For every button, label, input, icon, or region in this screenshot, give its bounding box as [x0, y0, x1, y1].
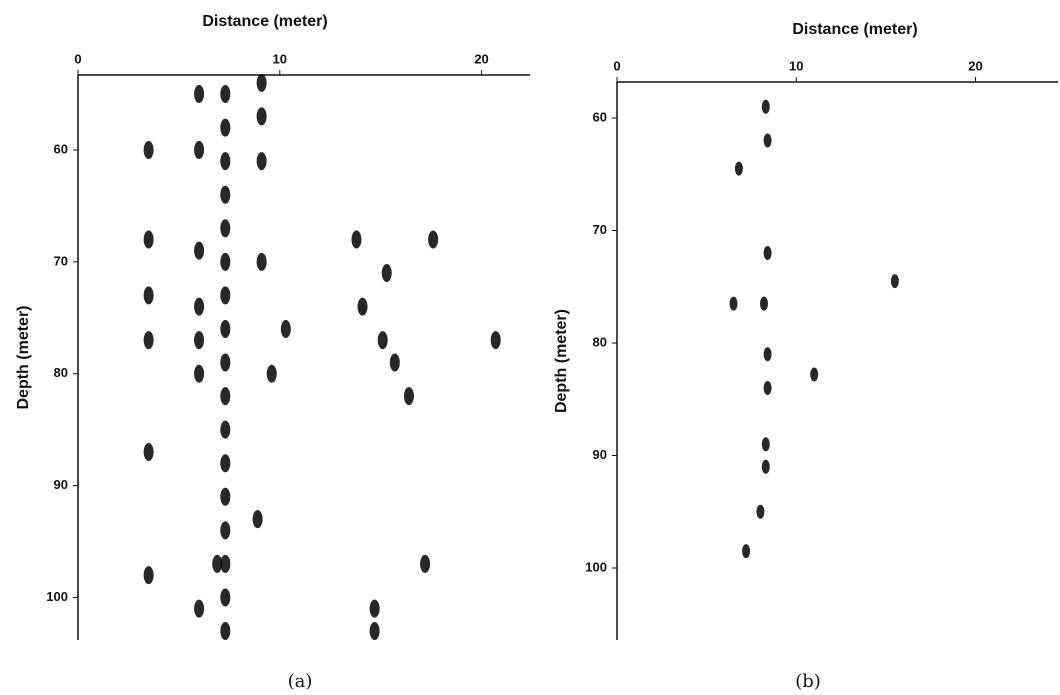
reflection-blob — [194, 297, 205, 316]
reflection-blob — [490, 331, 501, 350]
reflection-blob — [266, 364, 277, 383]
reflection-blob — [280, 319, 291, 338]
reflection-blob — [220, 487, 231, 506]
x-tick-label: 0 — [74, 51, 81, 66]
reflection-blob — [194, 331, 205, 350]
reflection-blob — [143, 566, 154, 585]
reflection-blob — [760, 296, 768, 311]
reflection-blob — [381, 264, 392, 283]
reflection-blob — [220, 387, 231, 406]
reflection-blob — [403, 387, 414, 406]
reflection-blob — [729, 296, 738, 311]
y-tick-label: 60 — [54, 141, 68, 156]
reflection-blob — [220, 554, 231, 573]
y-axis-title: Depth (meter) — [553, 309, 570, 413]
reflection-blob — [377, 331, 388, 350]
reflection-blob — [761, 459, 770, 474]
reflection-blob — [220, 353, 231, 372]
reflection-blob — [143, 140, 154, 159]
reflection-blob — [220, 420, 231, 439]
y-tick-label: 80 — [54, 365, 68, 380]
caption: (b) — [795, 671, 821, 692]
reflection-blob — [220, 588, 231, 607]
reflection-blob — [143, 286, 154, 305]
x-tick-label: 10 — [273, 51, 287, 66]
y-tick-label: 90 — [54, 477, 68, 492]
x-tick-label: 10 — [789, 58, 803, 73]
reflection-blob — [761, 437, 770, 452]
reflection-blob — [890, 274, 899, 289]
y-tick-label: 70 — [54, 253, 68, 268]
reflection-blob — [220, 118, 231, 137]
reflection-blob — [220, 219, 231, 238]
reflection-blob — [756, 504, 765, 519]
reflection-blob — [810, 367, 819, 382]
reflection-blob — [256, 152, 267, 171]
reflection-blob — [143, 443, 154, 462]
reflection-blob — [194, 241, 205, 260]
reflection-blob — [194, 85, 205, 104]
x-axis-title: Distance (meter) — [202, 13, 327, 30]
reflection-blob — [761, 99, 770, 114]
reflection-blob — [763, 133, 772, 148]
y-axis-title: Depth (meter) — [15, 305, 32, 409]
reflection-blob — [220, 252, 231, 271]
reflection-blob — [220, 319, 231, 338]
reflection-blob — [256, 252, 267, 271]
x-tick-label: 20 — [474, 51, 488, 66]
reflection-blob — [220, 521, 231, 540]
y-tick-label: 60 — [593, 109, 607, 124]
x-axis-title: Distance (meter) — [792, 21, 917, 38]
y-tick-label: 70 — [593, 222, 607, 237]
reflection-blob — [212, 554, 223, 573]
reflection-blob — [357, 297, 368, 316]
reflection-blob — [220, 85, 231, 104]
reflection-blob — [194, 364, 205, 383]
reflection-blob — [428, 230, 439, 249]
reflection-blob — [256, 73, 267, 92]
reflection-blob — [763, 381, 772, 395]
reflection-blob — [220, 152, 231, 171]
reflection-blob — [143, 331, 154, 350]
reflection-blob — [734, 161, 743, 176]
reflection-blob — [389, 353, 400, 372]
reflection-blob — [143, 230, 154, 249]
reflection-blob — [220, 622, 231, 641]
reflection-blob — [256, 107, 267, 126]
reflection-blob — [763, 347, 772, 362]
caption: (a) — [288, 671, 313, 692]
y-tick-label: 100 — [46, 589, 68, 604]
reflection-blob — [351, 230, 362, 249]
x-tick-label: 20 — [968, 58, 982, 73]
reflection-blob — [763, 246, 772, 260]
reflection-blob — [220, 454, 231, 473]
reflection-blob — [420, 554, 431, 573]
reflection-blob — [220, 286, 231, 305]
y-tick-label: 90 — [593, 447, 607, 462]
reflection-blob — [742, 544, 751, 559]
reflection-blob — [369, 622, 380, 641]
reflection-blob — [194, 140, 205, 159]
reflection-blob — [369, 599, 380, 618]
reflection-blob — [194, 599, 205, 618]
x-tick-label: 0 — [613, 58, 620, 73]
y-tick-label: 80 — [593, 334, 607, 349]
reflection-blob — [252, 510, 263, 529]
reflection-blob — [220, 185, 231, 204]
y-tick-label: 100 — [585, 559, 607, 574]
